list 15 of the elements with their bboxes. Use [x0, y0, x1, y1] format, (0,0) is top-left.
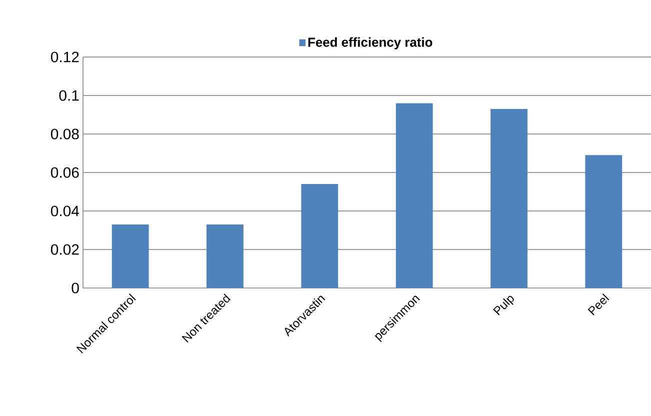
- y-tick-label: 0.1: [59, 90, 79, 101]
- bar: [585, 155, 622, 288]
- x-tick-label: Pulp: [493, 296, 514, 316]
- bar: [301, 184, 338, 288]
- bar: [112, 224, 149, 288]
- y-tick-label: 0.08: [50, 128, 79, 140]
- legend-label: Feed efficiency ratio: [308, 37, 432, 50]
- y-tick-label: 0.12: [50, 52, 79, 62]
- y-tick-label: 0.04: [50, 206, 80, 216]
- y-tick-label: 0.06: [50, 167, 79, 178]
- y-tick-label: 0.02: [50, 244, 79, 255]
- bar: [206, 224, 244, 288]
- bar: [490, 108, 528, 288]
- y-tick-label: 0: [72, 282, 79, 294]
- bar: [396, 103, 433, 288]
